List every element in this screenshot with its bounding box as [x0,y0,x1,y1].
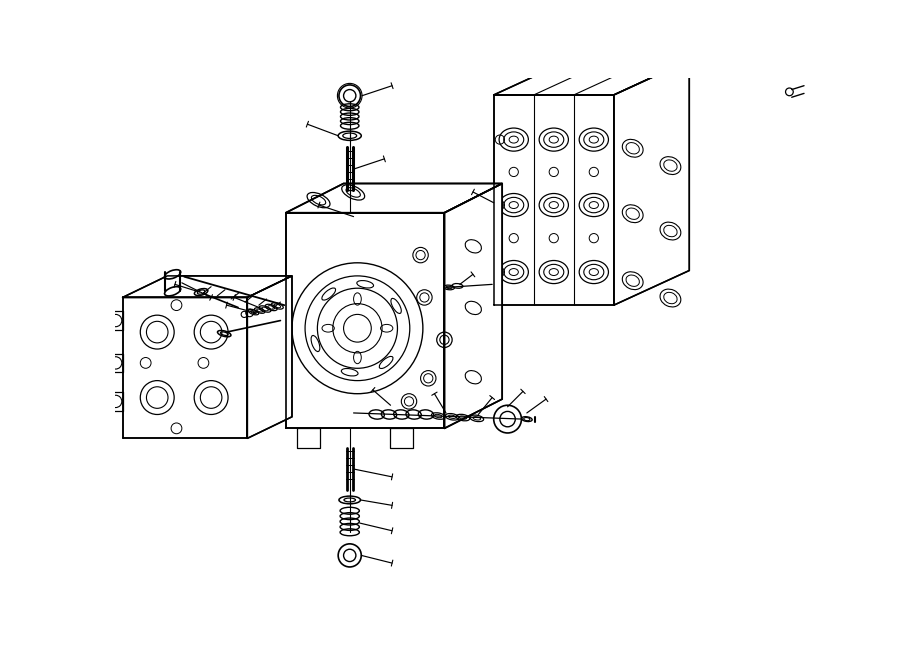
Polygon shape [286,183,502,213]
Polygon shape [247,276,292,438]
Ellipse shape [165,270,181,279]
Ellipse shape [165,287,181,296]
Polygon shape [614,60,689,305]
Polygon shape [444,183,502,428]
Polygon shape [123,276,292,298]
Polygon shape [494,95,614,305]
Polygon shape [123,298,247,438]
Polygon shape [286,213,444,428]
Polygon shape [494,60,689,95]
